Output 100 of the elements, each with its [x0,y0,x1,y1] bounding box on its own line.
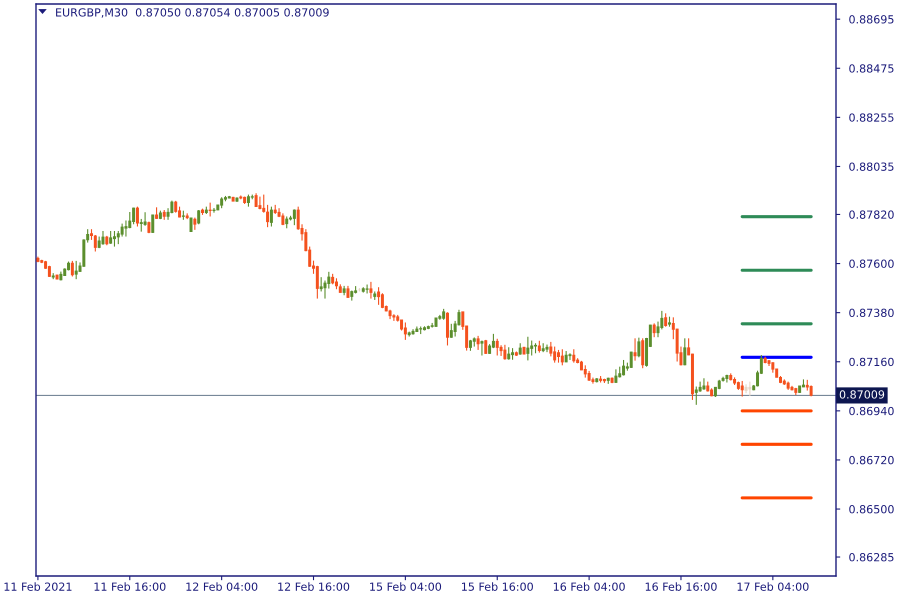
candlestick [346,285,350,298]
x-tick-label: 11 Feb 2021 [4,582,72,591]
candlestick [614,368,618,384]
candlestick [637,337,640,358]
y-tick-label: 0.87160 [849,358,894,366]
x-tick-label: 15 Feb 16:00 [462,582,533,591]
candlestick [350,290,354,302]
candlestick [377,286,380,306]
candlestick [748,381,752,396]
candlestick [190,217,193,232]
candlestick [400,319,404,332]
candlestick [174,200,178,214]
candlestick [472,336,476,348]
candlestick [101,230,104,246]
candlestick [193,217,196,230]
chart-title: EURGBP,M30 0.87050 0.87054 0.87005 0.87009 [56,8,329,18]
candlestick [74,260,78,280]
candlestick [622,359,626,376]
candlestick [320,276,323,292]
ref-line-label: 0.87009 [840,390,884,399]
candlestick [652,322,656,338]
x-tick-label: 11 Feb 16:00 [94,582,166,591]
x-tick-label: 12 Feb 04:00 [186,582,258,591]
x-tick-label: 15 Feb 04:00 [370,582,442,591]
candlestick [292,208,296,226]
candlestick [450,323,453,338]
candlestick [109,230,112,244]
candlestick [170,200,174,214]
candlestick [572,348,576,364]
candlestick [668,316,671,328]
candlestick [208,202,212,218]
candlestick [132,206,136,225]
candlestick [94,234,97,252]
candlestick [656,321,660,338]
candlestick [404,322,407,340]
candlestick [182,210,185,220]
candlestick [342,285,346,296]
candlestick [534,342,538,354]
candlestick [553,346,556,364]
x-tick-label: 16 Feb 16:00 [646,582,717,591]
candlestick [323,280,326,300]
candlestick [442,308,446,320]
candlestick [220,196,224,209]
candlestick [162,209,166,220]
x-tick-label: 12 Feb 16:00 [278,582,350,591]
candlestick [484,339,488,354]
candlestick [526,336,530,361]
candlestick [155,206,158,220]
candlestick [468,339,472,352]
y-tick-label: 0.86285 [849,553,894,562]
candlestick [771,362,774,374]
candlestick [556,349,560,364]
candlestick [246,194,250,208]
candlestick [660,310,664,330]
candlestick [630,351,633,369]
candlestick [128,211,132,229]
candlestick [388,309,392,320]
candlestick [136,206,139,228]
candlestick [334,278,338,290]
candlestick [584,364,587,378]
candlestick [70,260,74,278]
candlestick [496,338,499,356]
candlestick [702,378,706,390]
candlestick [331,273,334,285]
y-tick-label: 0.86720 [849,456,894,464]
candlestick [258,196,262,210]
candlestick [511,348,514,360]
candlestick [740,380,744,398]
candlestick [634,338,637,362]
candlestick [560,348,564,366]
candlestick [274,204,277,215]
y-tick-label: 0.86500 [849,505,894,514]
y-tick-label: 0.87380 [849,308,894,318]
candlestick [664,312,668,328]
candlestick [476,335,480,350]
x-tick-label: 17 Feb 04:00 [738,582,809,591]
candlestick [270,206,273,228]
x-tick-label: 16 Feb 04:00 [554,582,625,591]
candlestick [316,265,319,300]
candlestick [518,342,522,356]
candlestick [488,344,492,354]
y-tick-label: 0.87600 [849,260,894,268]
y-tick-label: 0.86940 [849,406,894,416]
candlestick [683,338,686,366]
candlestick [503,344,506,360]
candlestick [296,206,300,230]
y-tick-label: 0.88695 [849,15,894,24]
y-tick-label: 0.87820 [849,210,894,219]
candlestick [380,292,384,309]
candlestick [327,271,330,290]
candlestick [254,192,258,208]
candlestick [564,350,568,363]
candlestick [507,346,510,360]
candlestick [197,209,200,225]
candlestick [105,235,108,246]
candlestick [285,216,288,229]
candlestick [538,340,541,354]
candlestick [530,340,534,356]
y-tick-label: 0.88035 [849,162,894,171]
y-tick-label: 0.88475 [849,64,894,73]
